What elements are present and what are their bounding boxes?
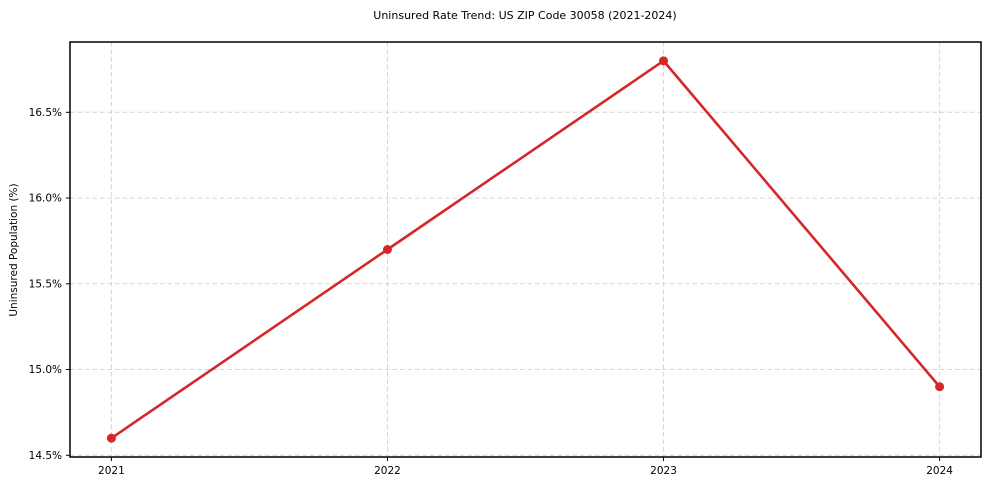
plot-border [69,41,982,458]
x-tick-label: 2021 [98,465,125,477]
y-tick-label: 14.5% [29,450,62,462]
data-point [935,382,945,392]
x-tick-label: 2024 [926,465,953,477]
data-point [106,433,116,443]
x-tick-label: 2022 [374,465,401,477]
y-tick-label: 16.0% [29,193,62,205]
y-tick-label: 16.5% [29,107,62,119]
y-tick-label: 15.0% [29,364,62,376]
data-point [659,56,669,66]
trend-line [110,59,941,440]
chart-title: Uninsured Rate Trend: US ZIP Code 30058 … [373,9,677,22]
data-point [382,245,392,254]
x-tick-label: 2023 [650,465,677,477]
y-tick-label: 15.5% [29,278,62,290]
